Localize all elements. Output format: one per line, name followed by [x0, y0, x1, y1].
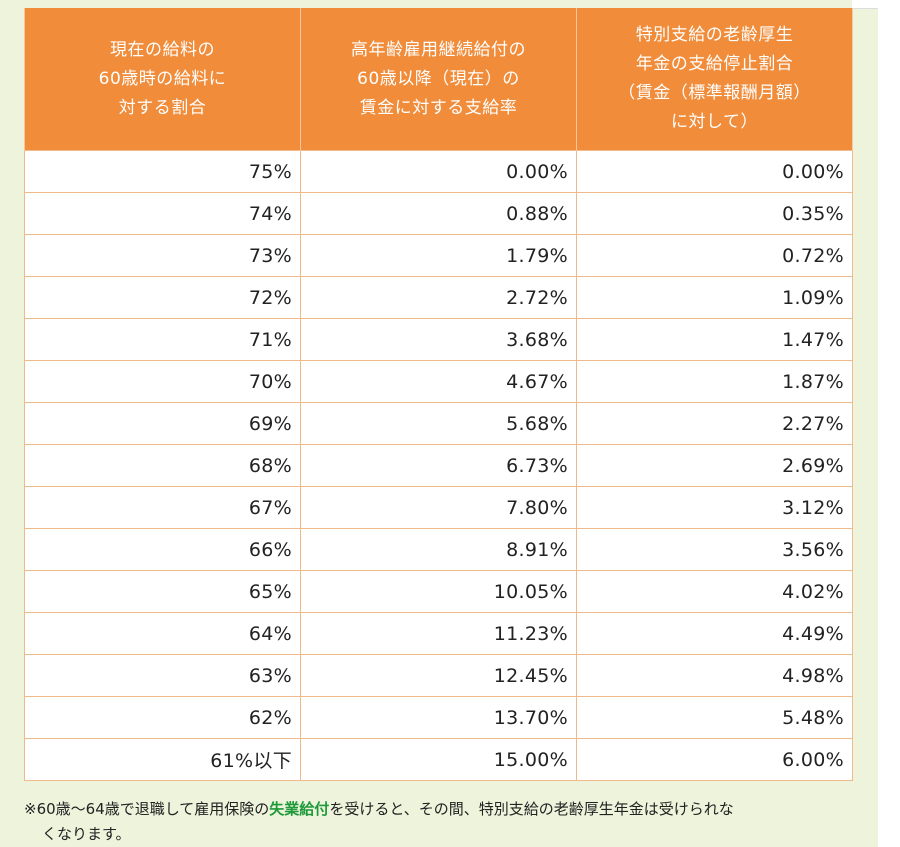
benefit-rate-cell: 3.68%	[300, 318, 577, 361]
header-line: 60歳以降（現在）の	[357, 68, 520, 89]
suspension-rate-cell: 4.49%	[576, 612, 853, 655]
benefit-rate-table: 現在の給料の 60歳時の給料に 対する割合 高年齢雇用継続給付の 60歳以降（現…	[24, 8, 853, 781]
benefit-rate-cell: 0.00%	[300, 150, 577, 193]
suspension-rate-cell: 2.69%	[576, 444, 853, 487]
wage-ratio-cell: 74%	[24, 192, 301, 235]
suspension-rate-cell: 4.98%	[576, 654, 853, 697]
unemployment-benefit-link[interactable]: 失業給付	[269, 800, 330, 818]
wage-ratio-cell: 65%	[24, 570, 301, 613]
wage-ratio-cell: 73%	[24, 234, 301, 277]
header-benefit-rate: 高年齢雇用継続給付の 60歳以降（現在）の 賃金に対する支給率	[300, 8, 577, 151]
table-row: 74% 0.88% 0.35%	[24, 192, 853, 235]
header-line: 現在の給料の	[110, 39, 215, 60]
header-line: 特別支給の老齢厚生	[635, 25, 794, 45]
wage-ratio-cell: 64%	[24, 612, 301, 655]
benefit-rate-cell: 11.23%	[300, 612, 577, 655]
benefit-rate-table-wrapper: 現在の給料の 60歳時の給料に 対する割合 高年齢雇用継続給付の 60歳以降（現…	[24, 8, 853, 781]
benefit-rate-cell: 5.68%	[300, 402, 577, 445]
suspension-rate-cell: 4.02%	[576, 570, 853, 613]
wage-ratio-cell: 62%	[24, 696, 301, 739]
header-line: に対して）	[671, 112, 758, 132]
suspension-rate-cell: 2.27%	[576, 402, 853, 445]
footnote-suffix: を受けると、その間、特別支給の老齢厚生年金は受けられな	[329, 800, 734, 818]
header-line: 年金の支給停止割合	[635, 54, 794, 74]
header-pension-suspension: 特別支給の老齢厚生 年金の支給停止割合 （賃金（標準報酬月額） に対して）	[576, 8, 853, 151]
suspension-rate-cell: 5.48%	[576, 696, 853, 739]
suspension-rate-cell: 6.00%	[576, 738, 853, 781]
wage-ratio-cell: 66%	[24, 528, 301, 571]
suspension-rate-cell: 1.09%	[576, 276, 853, 319]
benefit-rate-cell: 15.00%	[300, 738, 577, 781]
wage-ratio-cell: 63%	[24, 654, 301, 697]
table-row: 65% 10.05% 4.02%	[24, 570, 853, 613]
suspension-rate-cell: 1.87%	[576, 360, 853, 403]
suspension-rate-cell: 3.12%	[576, 486, 853, 529]
wage-ratio-cell: 68%	[24, 444, 301, 487]
table-row: 67% 7.80% 3.12%	[24, 486, 853, 529]
header-line: （賃金（標準報酬月額）	[618, 83, 811, 103]
table-row: 70% 4.67% 1.87%	[24, 360, 853, 403]
table-row: 66% 8.91% 3.56%	[24, 528, 853, 571]
table-row: 68% 6.73% 2.69%	[24, 444, 853, 487]
wage-ratio-cell: 72%	[24, 276, 301, 319]
table-row: 71% 3.68% 1.47%	[24, 318, 853, 361]
suspension-rate-cell: 0.72%	[576, 234, 853, 277]
header-line: 高年齢雇用継続給付の	[351, 39, 526, 60]
benefit-rate-cell: 8.91%	[300, 528, 577, 571]
divider	[852, 0, 900, 9]
wage-ratio-cell: 70%	[24, 360, 301, 403]
benefit-rate-cell: 2.72%	[300, 276, 577, 319]
header-wage-ratio: 現在の給料の 60歳時の給料に 対する割合	[24, 8, 301, 151]
table-row: 62% 13.70% 5.48%	[24, 696, 853, 739]
wage-ratio-cell: 75%	[24, 150, 301, 193]
table-row: 75% 0.00% 0.00%	[24, 150, 853, 193]
table-row: 69% 5.68% 2.27%	[24, 402, 853, 445]
table-row: 63% 12.45% 4.98%	[24, 654, 853, 697]
header-line: 対する割合	[118, 97, 207, 118]
table-row: 64% 11.23% 4.49%	[24, 612, 853, 655]
header-line: 賃金に対する支給率	[359, 97, 518, 118]
table-row: 61%以下 15.00% 6.00%	[24, 738, 853, 781]
suspension-rate-cell: 0.35%	[576, 192, 853, 235]
wage-ratio-cell: 71%	[24, 318, 301, 361]
suspension-rate-cell: 1.47%	[576, 318, 853, 361]
benefit-rate-cell: 6.73%	[300, 444, 577, 487]
wage-ratio-cell: 67%	[24, 486, 301, 529]
benefit-rate-cell: 4.67%	[300, 360, 577, 403]
benefit-rate-cell: 12.45%	[300, 654, 577, 697]
benefit-rate-cell: 10.05%	[300, 570, 577, 613]
table-row: 73% 1.79% 0.72%	[24, 234, 853, 277]
wage-ratio-cell: 69%	[24, 402, 301, 445]
header-line: 60歳時の給料に	[98, 68, 227, 89]
footnote-line2: くなります。	[42, 825, 131, 843]
footnote-prefix: ※60歳～64歳で退職して雇用保険の	[24, 800, 270, 818]
table-header-row: 現在の給料の 60歳時の給料に 対する割合 高年齢雇用継続給付の 60歳以降（現…	[24, 8, 853, 151]
suspension-rate-cell: 0.00%	[576, 150, 853, 193]
benefit-rate-cell: 7.80%	[300, 486, 577, 529]
suspension-rate-cell: 3.56%	[576, 528, 853, 571]
page-margin	[878, 0, 900, 847]
benefit-rate-cell: 1.79%	[300, 234, 577, 277]
wage-ratio-cell: 61%以下	[24, 738, 301, 781]
footnote: ※60歳～64歳で退職して雇用保険の失業給付を受けると、その間、特別支給の老齢厚…	[24, 797, 864, 847]
table-row: 72% 2.72% 1.09%	[24, 276, 853, 319]
benefit-rate-cell: 0.88%	[300, 192, 577, 235]
benefit-rate-cell: 13.70%	[300, 696, 577, 739]
